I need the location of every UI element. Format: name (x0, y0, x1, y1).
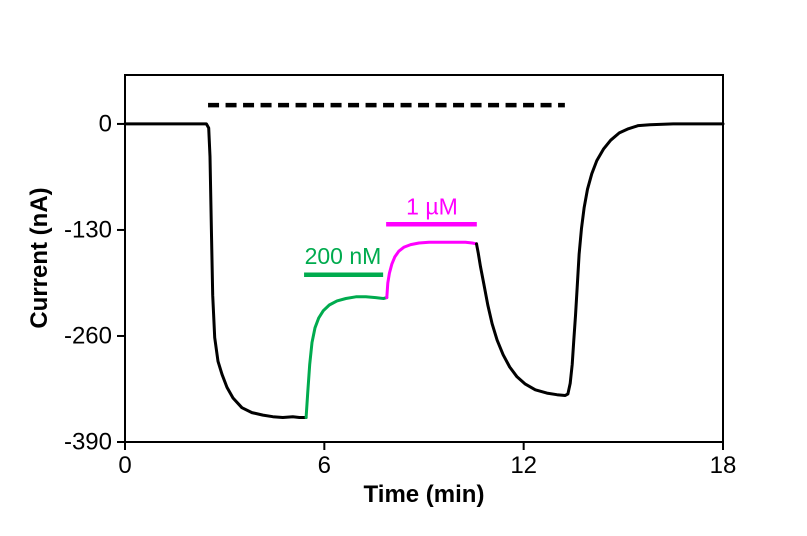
trace-washout-recovery (475, 122, 725, 397)
bar-1uM-label: 1 µM (406, 193, 458, 219)
x-axis-title: Time (min) (363, 481, 485, 508)
bar-200nM-label: 200 nM (305, 243, 382, 269)
plot-border (124, 74, 724, 443)
trace-baseline-and-agonist-response (123, 122, 308, 419)
x-tick-label: 6 (318, 452, 331, 479)
y-tick-label: -390 (64, 429, 112, 456)
trace-response-1uM (385, 240, 478, 300)
x-tick-label: 0 (118, 452, 131, 479)
y-tick-label: 0 (99, 110, 112, 137)
x-tick-label: 12 (510, 452, 537, 479)
y-tick-label: -130 (64, 216, 112, 243)
y-axis-title: Current (nA) (26, 187, 53, 329)
trace-response-200nM (304, 295, 389, 419)
y-tick-label: -260 (64, 322, 112, 349)
x-tick-label: 18 (710, 452, 737, 479)
